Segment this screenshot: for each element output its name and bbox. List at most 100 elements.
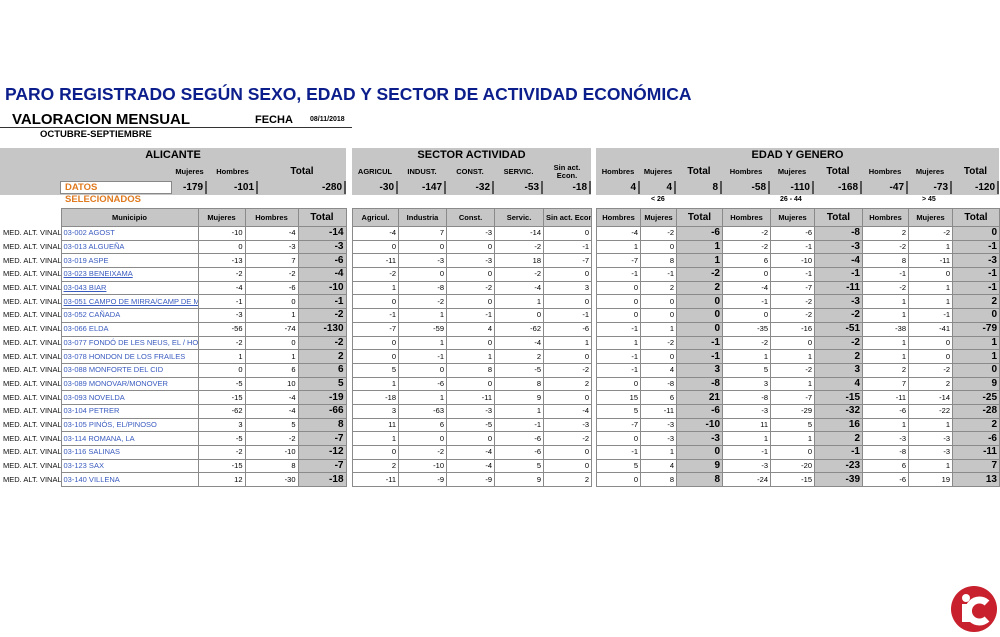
page-title: PARO REGISTRADO SEGÚN SEXO, EDAD Y SECTO… (5, 84, 692, 104)
age-cell: -6 (862, 403, 909, 419)
table-row: 1 -2 -1 -2 0 -2 1 0 1 (596, 335, 1000, 351)
municipio-link[interactable]: 03-089 MONOVAR/MONOVER (60, 376, 199, 392)
table-row: -1 4 3 5 -2 3 2 -2 0 (596, 362, 1000, 378)
mujeres-cell: -2 (197, 335, 246, 351)
sector-cell: -6 (494, 445, 544, 460)
age-total-cell: -1 (952, 239, 1000, 255)
sector-cell: -1 (352, 308, 399, 323)
sector-cell: -11 (352, 253, 399, 269)
municipio-link[interactable]: 03-023 BENEIXAMA (60, 267, 199, 282)
age-total-cell: -2 (814, 308, 863, 323)
table-row: 0 -3 -3 1 1 2 -3 -3 -6 (596, 431, 1000, 446)
divider (0, 127, 352, 128)
summary-value: -168 (814, 181, 862, 194)
summary-column-header: CONST. (456, 166, 484, 176)
summary-value: -280 (258, 181, 346, 194)
sector-cell: 1 (494, 294, 544, 310)
municipio-link[interactable]: 03-077 FONDÓ DE LES NEUS, EL / HO (60, 335, 199, 351)
age-group-26-44: 26 - 44 (780, 196, 802, 203)
age-cell: 0 (640, 239, 677, 255)
table-row: -11 -3 -3 18 -7 (352, 253, 592, 269)
age-cell: 1 (640, 321, 677, 337)
age-cell: 1 (862, 308, 909, 323)
age-total-cell: -1 (676, 349, 723, 364)
age-total-cell: 1 (676, 239, 723, 255)
municipio-link[interactable]: 03-104 PETRER (60, 403, 199, 419)
column-header: Servic. (494, 208, 544, 227)
hombres-cell: -4 (244, 390, 299, 405)
sector-cell: 1 (494, 403, 544, 419)
table-row: -7 8 1 6 -10 -4 8 -11 -3 (596, 253, 1000, 269)
total-cell: -19 (297, 390, 347, 405)
summary-value: -32 (446, 181, 494, 194)
municipio-link[interactable]: 03-066 ELDA (60, 321, 199, 337)
sector-cell: 3 (543, 280, 592, 296)
age-cell: 0 (596, 308, 641, 323)
municipio-link[interactable]: 03-078 HONDON DE LOS FRAILES (60, 349, 199, 364)
hombres-cell: 1 (244, 308, 299, 323)
age-cell: 1 (596, 239, 641, 255)
age-cell: 4 (640, 458, 677, 474)
sector-cell: 2 (543, 376, 592, 392)
table-row: -4 7 -3 -14 0 (352, 226, 592, 241)
municipio-link[interactable]: 03-088 MONFORTE DEL CID (60, 362, 199, 378)
sector-cell: -3 (543, 417, 592, 433)
age-total-cell: 13 (952, 472, 1000, 488)
municipio-link[interactable]: 03-019 ASPE (60, 253, 199, 269)
sector-cell: -11 (446, 390, 495, 405)
municipio-link[interactable]: 03-013 ALGUEÑA (60, 239, 199, 255)
age-cell: 0 (596, 472, 641, 488)
table-row: MED. ALT. VINAL 03-052 CAÑADA -3 1 -2 (0, 308, 347, 323)
table-row: MED. ALT. VINAL 03-105 PINÓS, EL/PINOSO 3 5… (0, 417, 347, 433)
municipio-link[interactable]: 03-140 VILLENA (60, 472, 199, 488)
summary-value: -58 (722, 181, 770, 194)
age-cell: 6 (722, 253, 771, 269)
age-cell: -41 (908, 321, 953, 337)
header-row: Hombres Mujeres Total Hombres Mujeres Total Ho… (596, 208, 1000, 227)
age-total-cell: -3 (814, 294, 863, 310)
municipio-link[interactable]: 03-051 CAMPO DE MIRRA/CAMP DE MI (60, 294, 199, 310)
sector-cell: -5 (446, 417, 495, 433)
sector-cell: -7 (543, 253, 592, 269)
table-row: -1 1 0 -35 -16 -51 -38 -41 -79 (596, 321, 1000, 337)
row-label: MED. ALT. VINAL (3, 283, 61, 293)
table-row: MED. ALT. VINAL 03-093 NOVELDA -15 -4 -19 (0, 390, 347, 405)
table-row: 1 0 0 -6 -2 (352, 431, 592, 446)
municipio-link[interactable]: 03-043 BIAR (60, 280, 199, 296)
table-row: MED. ALT. VINAL 03-013 ALGUEÑA 0 -3 -3 (0, 239, 347, 255)
age-total-cell: -15 (814, 390, 863, 405)
sector-cell: -6 (494, 431, 544, 446)
municipio-link[interactable]: 03-002 AGOST (60, 226, 199, 241)
municipio-link[interactable]: 03-093 NOVELDA (60, 390, 199, 405)
total-cell: 2 (297, 349, 347, 364)
table-row: MED. ALT. VINAL 03-019 ASPE -13 7 -6 (0, 253, 347, 269)
age-cell: 1 (862, 335, 909, 351)
table-row: 0 -2 0 1 0 (352, 294, 592, 310)
age-cell: -6 (862, 472, 909, 488)
age-cell: -11 (640, 403, 677, 419)
age-cell: 8 (640, 253, 677, 269)
age-cell: -2 (770, 362, 815, 378)
sector-cell: 0 (398, 431, 447, 446)
column-header: Hombres (244, 208, 299, 227)
municipio-link[interactable]: 03-114 ROMANA, LA (60, 431, 199, 446)
sector-cell: -8 (398, 280, 447, 296)
column-header: Mujeres (908, 208, 953, 227)
table-row: MED. ALT. VINAL 03-077 FONDÓ DE LES NEUS,… (0, 335, 347, 351)
datos-selecionados-field[interactable]: DATOS SELECIONADOS (60, 181, 172, 205)
municipio-link[interactable]: 03-116 SALINAS (60, 445, 199, 460)
column-header: Industria (398, 208, 447, 227)
sector-cell: 5 (494, 458, 544, 474)
sector-cell: 1 (398, 308, 447, 323)
municipio-link[interactable]: 03-052 CAÑADA (60, 308, 199, 323)
sector-cell: -3 (446, 403, 495, 419)
municipio-link[interactable]: 03-123 SAX (60, 458, 199, 474)
hombres-cell: 0 (244, 335, 299, 351)
row-label: MED. ALT. VINAL (3, 242, 61, 252)
sector-cell: -3 (446, 253, 495, 269)
sector-cell: -1 (398, 349, 447, 364)
age-total-cell: 3 (676, 362, 723, 378)
sector-cell: -3 (446, 226, 495, 241)
age-cell: 0 (908, 267, 953, 282)
municipio-link[interactable]: 03-105 PINÓS, EL/PINOSO (60, 417, 199, 433)
